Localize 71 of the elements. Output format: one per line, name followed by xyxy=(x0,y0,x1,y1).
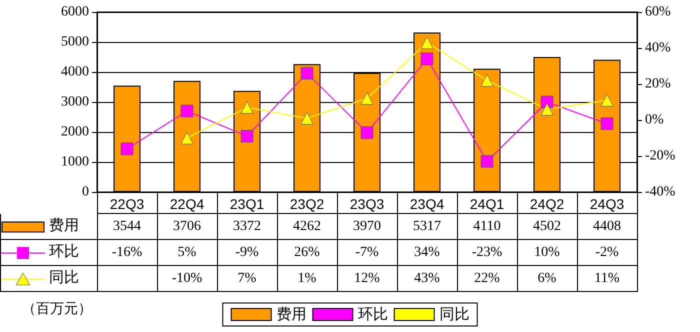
x-tick-label: 23Q1 xyxy=(230,196,264,212)
point xyxy=(420,36,434,49)
point xyxy=(600,94,614,106)
data-label: 1% xyxy=(277,266,338,292)
legend-label: 同比 xyxy=(439,306,470,323)
legend-label: 费用 xyxy=(0,214,98,240)
data-label: 3706 xyxy=(157,214,218,240)
y-tick-label: 6000 xyxy=(61,4,89,20)
point xyxy=(240,130,254,142)
x-tick-label: 23Q3 xyxy=(350,196,384,212)
data-label: 3970 xyxy=(337,214,398,240)
data-label: 26% xyxy=(277,240,338,266)
data-label: 43% xyxy=(397,266,458,292)
point xyxy=(300,112,314,124)
point xyxy=(180,132,194,144)
point xyxy=(420,52,434,66)
data-label: -7% xyxy=(337,240,398,266)
point xyxy=(120,142,134,156)
data-label: 4408 xyxy=(577,214,638,240)
data-label: -23% xyxy=(457,240,518,266)
point xyxy=(180,104,194,118)
point xyxy=(600,117,614,130)
point xyxy=(240,101,254,114)
data-label: 22% xyxy=(457,266,518,292)
point xyxy=(300,66,314,80)
data-label: 3372 xyxy=(217,214,278,240)
data-label: 11% xyxy=(577,266,638,292)
data-label: 4110 xyxy=(457,214,518,240)
y2-tick-label: 60% xyxy=(645,4,671,20)
y-tick-label: 4000 xyxy=(61,64,89,80)
data-label: -2% xyxy=(577,240,638,266)
data-label: 10% xyxy=(517,240,578,266)
y2-tick-label: 40% xyxy=(645,40,671,56)
data-label: 6% xyxy=(517,266,578,292)
y-tick-label: 2000 xyxy=(61,124,89,140)
data-label: 34% xyxy=(397,240,458,266)
point xyxy=(360,126,374,139)
point xyxy=(480,155,494,168)
text: （百万元） xyxy=(22,301,92,318)
data-label: 3544 xyxy=(97,214,158,240)
y2-tick-label: 20% xyxy=(645,76,671,92)
x-tick-label: 23Q4 xyxy=(410,196,444,212)
text: 环比 xyxy=(358,306,388,323)
y2-tick-label: -20% xyxy=(645,148,676,164)
data-label: 12% xyxy=(337,266,398,292)
data-label: 4262 xyxy=(277,214,338,240)
legend-label: 环比 xyxy=(0,240,98,266)
point xyxy=(540,102,554,116)
x-tick-label: 24Q3 xyxy=(590,196,624,212)
data-label: 5317 xyxy=(397,214,458,240)
y2-tick-label: -40% xyxy=(645,184,676,200)
y-tick-label: 5000 xyxy=(61,34,89,50)
x-tick-label: 24Q2 xyxy=(530,196,564,212)
y-tick-label: 1000 xyxy=(61,154,89,170)
text: 同比 xyxy=(48,270,79,286)
x-tick-label: 22Q3 xyxy=(110,196,144,212)
point xyxy=(360,92,374,105)
x-tick-label: 23Q2 xyxy=(290,196,324,212)
data-label: -10% xyxy=(157,266,218,292)
data-label: -16% xyxy=(97,240,158,266)
text: 费用 xyxy=(276,306,306,323)
y-tick-label: 3000 xyxy=(61,94,89,110)
x-tick-label: 22Q4 xyxy=(170,196,204,212)
data-label: 7% xyxy=(217,266,278,292)
point xyxy=(480,74,494,87)
y2-tick-label: 0% xyxy=(645,112,664,128)
y-tick-label: 0 xyxy=(82,184,89,200)
data-label: 5% xyxy=(157,240,218,266)
data-label: -9% xyxy=(217,240,278,266)
data-label: 4502 xyxy=(517,214,578,240)
x-tick-label: 24Q1 xyxy=(470,196,504,212)
